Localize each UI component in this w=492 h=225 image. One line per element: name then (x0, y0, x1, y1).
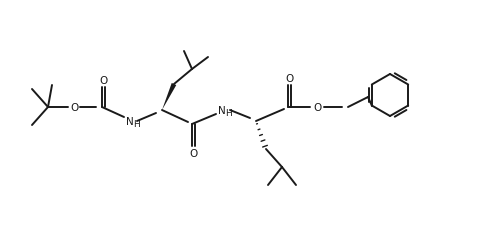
Text: O: O (189, 148, 198, 158)
Text: H: H (225, 109, 231, 118)
Text: O: O (314, 103, 322, 112)
Text: N: N (126, 117, 134, 126)
Text: N: N (218, 106, 226, 115)
Text: O: O (99, 76, 108, 86)
Text: H: H (133, 120, 139, 129)
Polygon shape (162, 83, 176, 110)
Text: O: O (285, 74, 294, 84)
Text: O: O (70, 103, 78, 112)
